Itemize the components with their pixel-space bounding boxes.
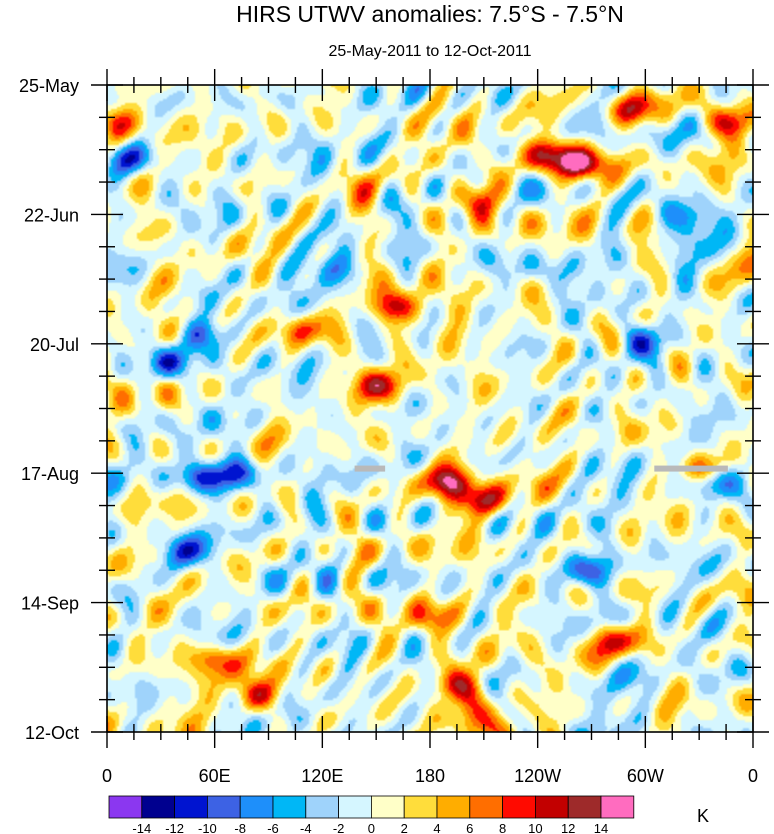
colorbar-swatch — [436, 795, 471, 819]
colorbar-label: -4 — [300, 821, 312, 834]
colorbar-swatch — [535, 795, 569, 819]
anomaly-field — [107, 85, 753, 732]
colorbar-swatch — [403, 795, 438, 819]
colorbar-swatch — [206, 795, 241, 819]
colorbar-swatch — [141, 795, 176, 819]
colorbar-swatch — [239, 795, 274, 819]
colorbar-swatch — [174, 795, 208, 819]
missing-data-strip — [354, 465, 386, 472]
axis-ticks — [91, 69, 769, 748]
colorbar-swatch — [338, 795, 372, 819]
colorbar-swatch — [370, 795, 405, 819]
colorbar: -14 -12 -10 -8 -6 -4 -2 0 2 4 6 8 10 12 14 — [108, 795, 635, 834]
missing-data-strip — [654, 465, 728, 472]
colorbar-label: 10 — [528, 821, 542, 834]
colorbar-swatch — [469, 795, 503, 819]
x-tick-label: 0 — [748, 766, 758, 786]
x-tick-labels: 0 60E 120E 180 120W 60W 0 — [102, 766, 758, 786]
plot-area — [107, 85, 753, 732]
colorbar-swatch — [567, 795, 602, 819]
colorbar-swatch — [108, 795, 143, 819]
colorbar-label: -2 — [333, 821, 345, 834]
x-tick-label: 60E — [199, 766, 231, 786]
colorbar-label: 14 — [594, 821, 608, 834]
x-tick-label: 180 — [415, 766, 445, 786]
colorbar-label: -10 — [198, 821, 217, 834]
x-tick-label: 120E — [301, 766, 343, 786]
colorbar-swatch — [272, 795, 307, 819]
y-tick-label: 25-May — [19, 76, 79, 96]
colorbar-label: -14 — [132, 821, 151, 834]
colorbar-label: 2 — [401, 821, 408, 834]
x-tick-label: 60W — [627, 766, 664, 786]
missing-data-group — [354, 465, 728, 472]
colorbar-label: -12 — [165, 821, 184, 834]
chart-title: HIRS UTWV anomalies: 7.5°S - 7.5°N — [236, 1, 624, 27]
x-tick-label: 0 — [102, 766, 112, 786]
colorbar-swatch — [305, 795, 339, 819]
colorbar-label: 6 — [466, 821, 473, 834]
x-tick-label: 120W — [514, 766, 561, 786]
y-tick-label: 12-Oct — [25, 723, 79, 743]
colorbar-unit: K — [697, 806, 709, 826]
y-tick-label: 17-Aug — [21, 464, 79, 484]
y-tick-label: 22-Jun — [24, 205, 79, 225]
colorbar-swatch — [502, 795, 536, 819]
colorbar-label: 4 — [433, 821, 440, 834]
y-tick-labels: 25-May 22-Jun 20-Jul 17-Aug 14-Sep 12-Oct — [19, 76, 79, 743]
chart-subtitle: 25-May-2011 to 12-Oct-2011 — [328, 43, 531, 60]
colorbar-label: 0 — [368, 821, 375, 834]
colorbar-label: -8 — [234, 821, 246, 834]
y-tick-label: 14-Sep — [21, 594, 79, 614]
y-tick-label: 20-Jul — [30, 335, 79, 355]
colorbar-label: 12 — [561, 821, 575, 834]
colorbar-swatch — [600, 795, 635, 819]
colorbar-label: -6 — [267, 821, 279, 834]
colorbar-label: 8 — [499, 821, 506, 834]
